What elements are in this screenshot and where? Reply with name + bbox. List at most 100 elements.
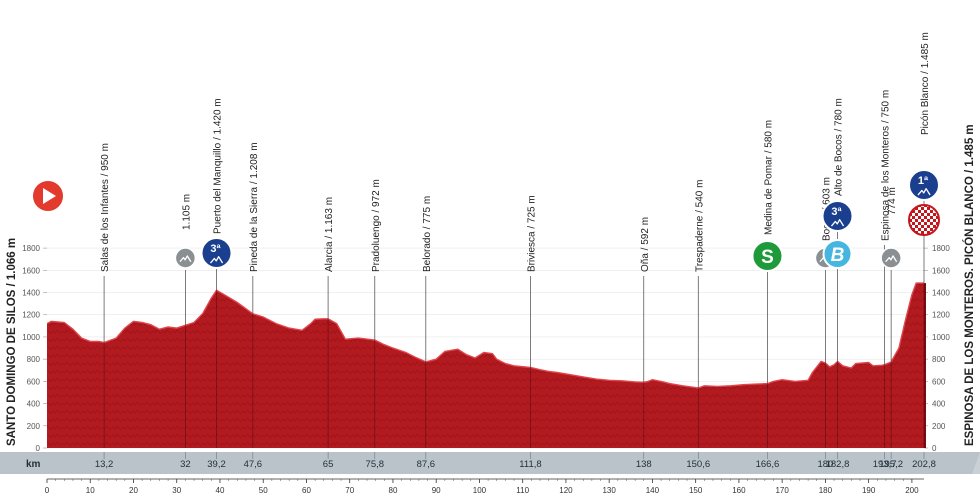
location-labels: Salas de los Infantes / 950 m 1.105 m Puer… [100, 32, 931, 272]
x-tick-label: 180 [819, 486, 833, 495]
climb-category-icon [200, 237, 233, 269]
climb-category-label: 1ª [918, 175, 929, 187]
x-tick-label: 60 [302, 486, 311, 495]
km-band-label: km [26, 459, 41, 470]
location-label: Belorado / 775 m [422, 196, 433, 272]
km-band: km 13,2 32 39,2 47,6 65 75,8 87,6 111,8 138 150,6 1… [0, 452, 980, 474]
location-label: Salas de los Infantes / 950 m [100, 143, 111, 272]
x-tick-label: 170 [775, 486, 789, 495]
x-tick-label: 120 [559, 486, 573, 495]
sprint-icon [751, 240, 784, 272]
mountain-icon [830, 219, 845, 227]
profile-icons: 3ª 3ª 1ª S B [31, 169, 940, 272]
location-label: 1.105 m [181, 194, 192, 230]
km-mark-label: 150,6 [686, 459, 710, 470]
location-label: Alto de Bocos / 780 m [834, 98, 845, 196]
x-tick-label: 20 [129, 486, 138, 495]
altitude-marker-icon [174, 247, 197, 269]
y-tick-label-right: 400 [932, 400, 946, 409]
x-axis: 0 10 20 30 40 50 60 70 80 90 100 110 120 130 140 150 160… [45, 478, 924, 495]
x-tick-label: 150 [689, 486, 703, 495]
km-mark-label: 65 [323, 459, 334, 470]
km-mark-label: 202,8 [912, 459, 936, 470]
y-tick-label-left: 400 [27, 400, 41, 409]
mountain-icon [917, 188, 931, 196]
y-tick-label-left: 200 [27, 422, 41, 431]
y-tick-label-right: 0 [932, 444, 937, 453]
km-mark-label: 180 [817, 459, 833, 470]
location-label: Oña / 592 m [640, 217, 651, 272]
mountain-icon [885, 255, 898, 263]
location-label: Pineda de la Sierra / 1.208 m [249, 142, 260, 272]
start-finish-labels: SANTO DOMINGO DE SILOS / 1.066 m ESPINOSA… [6, 124, 976, 446]
y-tick-label-left: 800 [27, 355, 41, 364]
x-tick-label: 200 [905, 486, 919, 495]
location-label: Espinosa de los Monteros / 750 m [881, 90, 892, 241]
x-tick-label: 130 [602, 486, 616, 495]
x-tick-label: 160 [732, 486, 746, 495]
y-tick-label-right: 1200 [932, 311, 950, 320]
mountain-icon [209, 256, 224, 264]
x-tick-label: 90 [432, 486, 441, 495]
km-mark-label: 138 [636, 459, 652, 470]
km-mark-label: 111,8 [519, 459, 541, 470]
y-tick-label-right: 1800 [932, 244, 950, 253]
location-label: Pradoluengo / 972 m [371, 179, 382, 272]
bonus-label: B [831, 245, 845, 266]
climb-category-label: 3ª [210, 243, 221, 255]
location-label: Medina de Pomar / 580 m [763, 120, 774, 235]
x-tick-label: 30 [172, 486, 181, 495]
location-label: 774 m [887, 187, 898, 215]
x-tick-label: 40 [216, 486, 225, 495]
km-mark-label: 195,2 [879, 459, 903, 470]
location-label: Alarcia / 1.163 m [324, 197, 335, 272]
y-tick-label-right: 800 [932, 355, 946, 364]
mountain-icon [179, 255, 192, 263]
play-icon [43, 188, 56, 204]
climb-category-icon [908, 169, 940, 201]
km-mark-label: 87,6 [417, 459, 436, 470]
y-tick-label-left: 1200 [22, 311, 40, 320]
km-mark-label: 13,2 [95, 459, 114, 470]
y-tick-label-left: 0 [36, 444, 41, 453]
y-tick-label-left: 1400 [22, 289, 40, 298]
y-tick-label-left: 1800 [22, 244, 40, 253]
km-mark-label: 47,6 [244, 459, 263, 470]
x-tick-label: 0 [45, 486, 50, 495]
x-tick-label: 100 [473, 486, 487, 495]
y-tick-label-left: 1600 [22, 266, 40, 275]
km-mark-label: 75,8 [366, 459, 385, 470]
x-tick-label: 140 [646, 486, 660, 495]
km-mark-label: 193,7 [873, 459, 897, 470]
km-mark-label: 182,8 [826, 459, 850, 470]
location-label: Picón Blanco / 1.485 m [920, 32, 931, 135]
y-tick-label-left: 1000 [22, 333, 40, 342]
y-tick-label-right: 200 [932, 422, 946, 431]
profile-area [46, 282, 926, 448]
y-tick-label-left: 600 [27, 377, 41, 386]
climb-category-label: 3ª [831, 206, 842, 218]
x-tick-label: 190 [862, 486, 876, 495]
finish-flag-icon [908, 204, 940, 236]
y-tick-label-right: 600 [932, 377, 946, 386]
location-label: Briviesca / 725 m [526, 195, 537, 272]
x-tick-label: 80 [389, 486, 398, 495]
bonus-icon [822, 239, 853, 269]
altitude-marker-icon [880, 247, 902, 269]
y-tick-label-right: 1400 [932, 289, 950, 298]
finish-town-label: ESPINOSA DE LOS MONTEROS. PICÓN BLANCO /… [963, 124, 976, 446]
location-leader-lines [103, 197, 925, 448]
x-tick-label: 10 [86, 486, 95, 495]
climb-category-icon [821, 200, 854, 232]
km-mark-label: 32 [180, 459, 191, 470]
x-tick-label: 50 [259, 486, 268, 495]
km-mark-label: 39,2 [207, 459, 226, 470]
location-label: Trespaderne / 540 m [694, 180, 705, 272]
km-band-shade [0, 452, 980, 474]
x-tick-label: 110 [516, 486, 529, 495]
location-label: Puerto del Manquillo / 1.420 m [213, 98, 224, 234]
profile-texture [47, 283, 924, 448]
y-tick-label-right: 1600 [932, 266, 950, 275]
profile-edge [924, 283, 926, 448]
